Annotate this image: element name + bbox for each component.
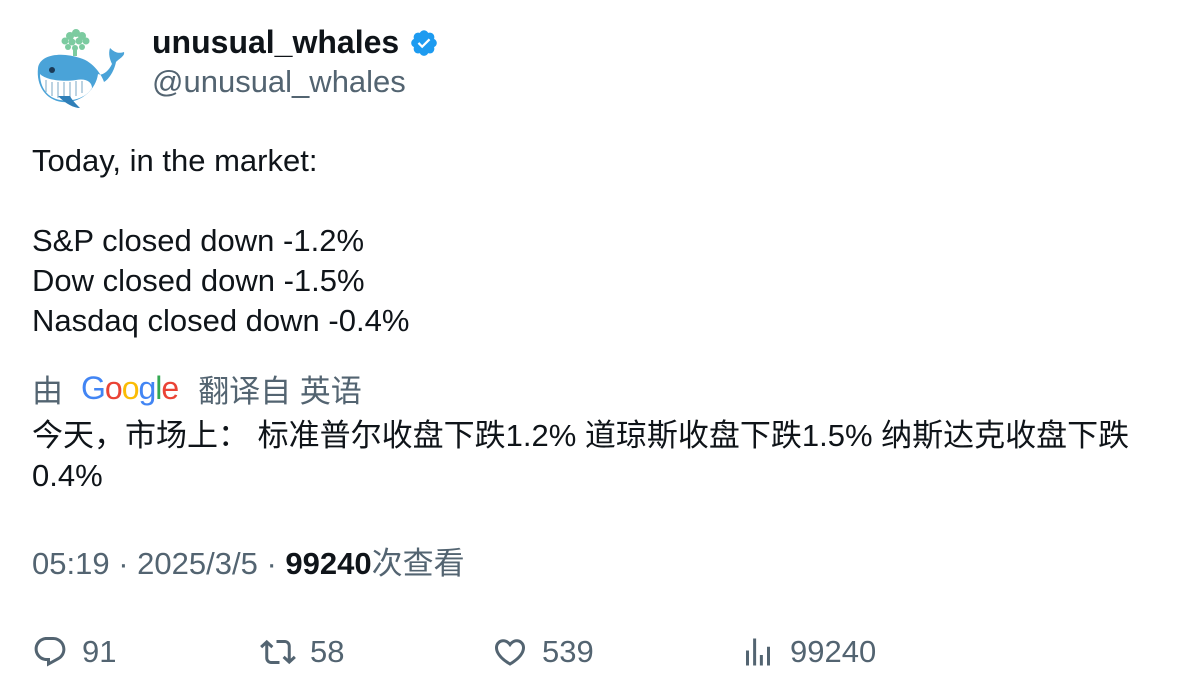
like-button[interactable]: 539 <box>492 630 594 674</box>
views-action-count: 99240 <box>790 634 876 670</box>
analytics-bar-icon <box>740 634 776 670</box>
tweet-meta: 05:19 · 2025/3/5 · 99240 次查看 <box>32 544 465 584</box>
heart-icon <box>492 634 528 670</box>
translated-text: 今天，市场上： 标准普尔收盘下跌1.2% 道琼斯收盘下跌1.5% 纳斯达克收盘下… <box>32 416 1162 496</box>
meta-separator: · <box>118 544 128 584</box>
tweet-time[interactable]: 05:19 <box>32 544 110 584</box>
reply-icon <box>32 634 68 670</box>
author-display-name[interactable]: unusual_whales <box>152 22 399 62</box>
tweet-line: Dow closed down -1.5% <box>32 261 409 301</box>
tweet-line: Today, in the market: <box>32 141 409 181</box>
like-count: 539 <box>542 634 594 670</box>
author-handle[interactable]: @unusual_whales <box>152 62 406 102</box>
tweet-date[interactable]: 2025/3/5 <box>137 544 258 584</box>
translated-from-label: 翻译自 英语 <box>198 366 362 411</box>
avatar[interactable] <box>32 24 126 112</box>
repost-button[interactable]: 58 <box>260 630 344 674</box>
views-button[interactable]: 99240 <box>740 630 876 674</box>
translated-by-label: 由 <box>32 366 63 411</box>
meta-separator: · <box>266 544 276 584</box>
reply-button[interactable]: 91 <box>32 630 116 674</box>
tweet-text: Today, in the market: S&P closed down -1… <box>32 141 409 341</box>
tweet-line: Nasdaq closed down -0.4% <box>32 301 409 341</box>
views-label: 次查看 <box>372 544 465 584</box>
reply-count: 91 <box>82 634 116 670</box>
whale-logo-icon <box>32 24 126 112</box>
repost-icon <box>260 634 296 670</box>
repost-count: 58 <box>310 634 344 670</box>
tweet-line <box>32 181 409 221</box>
author-name-row[interactable]: unusual_whales <box>152 22 439 62</box>
views-count: 99240 <box>285 544 371 584</box>
verified-badge-icon <box>409 28 439 58</box>
tweet-line: S&P closed down -1.2% <box>32 221 409 261</box>
